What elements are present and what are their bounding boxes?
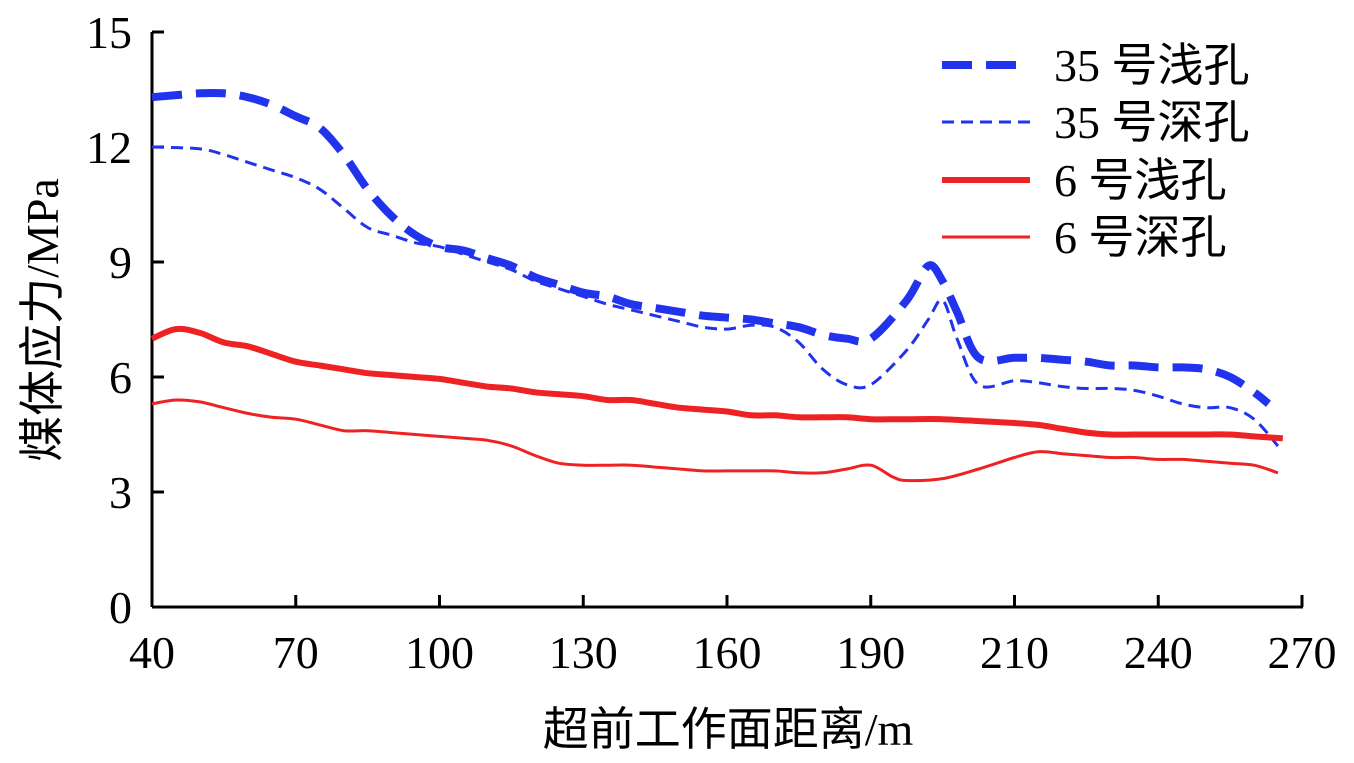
y-tick-label: 3 (109, 467, 132, 518)
series-line-2 (151, 145, 1280, 447)
x-axis-title: 超前工作面距离/m (543, 704, 914, 755)
series-line-1 (151, 88, 1272, 407)
x-tick-label: 130 (549, 627, 618, 678)
series-group (150, 88, 1283, 483)
x-axis-ticks: 40 70 100 130 160 190 210 240 270 (129, 595, 1337, 678)
x-tick-label: 160 (693, 627, 762, 678)
y-tick-label: 15 (86, 7, 132, 58)
y-tick-label: 6 (109, 352, 132, 403)
series-line-3 (150, 325, 1283, 442)
series-line-4 (151, 398, 1279, 483)
y-axis-ticks: 0 3 6 9 12 15 (86, 7, 164, 633)
legend-label: 35 号深孔 (1054, 97, 1250, 148)
legend-label: 6 号浅孔 (1054, 155, 1227, 206)
legend-label: 6 号深孔 (1054, 212, 1227, 263)
x-tick-label: 270 (1268, 627, 1337, 678)
y-tick-label: 9 (109, 237, 132, 288)
x-tick-label: 190 (836, 627, 905, 678)
y-axis-title: 煤体应力/MPa (17, 178, 68, 462)
y-tick-label: 0 (109, 582, 132, 633)
x-tick-label: 70 (273, 627, 319, 678)
x-tick-label: 240 (1124, 627, 1193, 678)
chart-legend: 35 号浅孔 35 号深孔 6 号浅孔 6 号深孔 (942, 40, 1250, 263)
x-tick-label: 210 (980, 627, 1049, 678)
x-tick-label: 40 (129, 627, 175, 678)
y-tick-label: 12 (86, 122, 132, 173)
x-tick-label: 100 (405, 627, 474, 678)
legend-label: 35 号浅孔 (1054, 40, 1250, 91)
